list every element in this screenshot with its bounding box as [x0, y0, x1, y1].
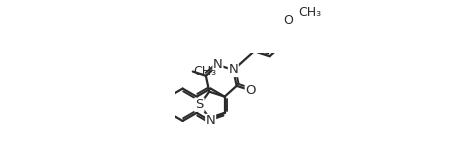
Text: N: N: [228, 63, 238, 76]
Text: S: S: [196, 98, 204, 111]
Text: N: N: [206, 114, 216, 127]
Text: O: O: [283, 14, 293, 27]
Text: N: N: [213, 58, 223, 71]
Text: CH₃: CH₃: [193, 65, 216, 78]
Text: O: O: [245, 84, 256, 97]
Text: CH₃: CH₃: [298, 6, 321, 19]
